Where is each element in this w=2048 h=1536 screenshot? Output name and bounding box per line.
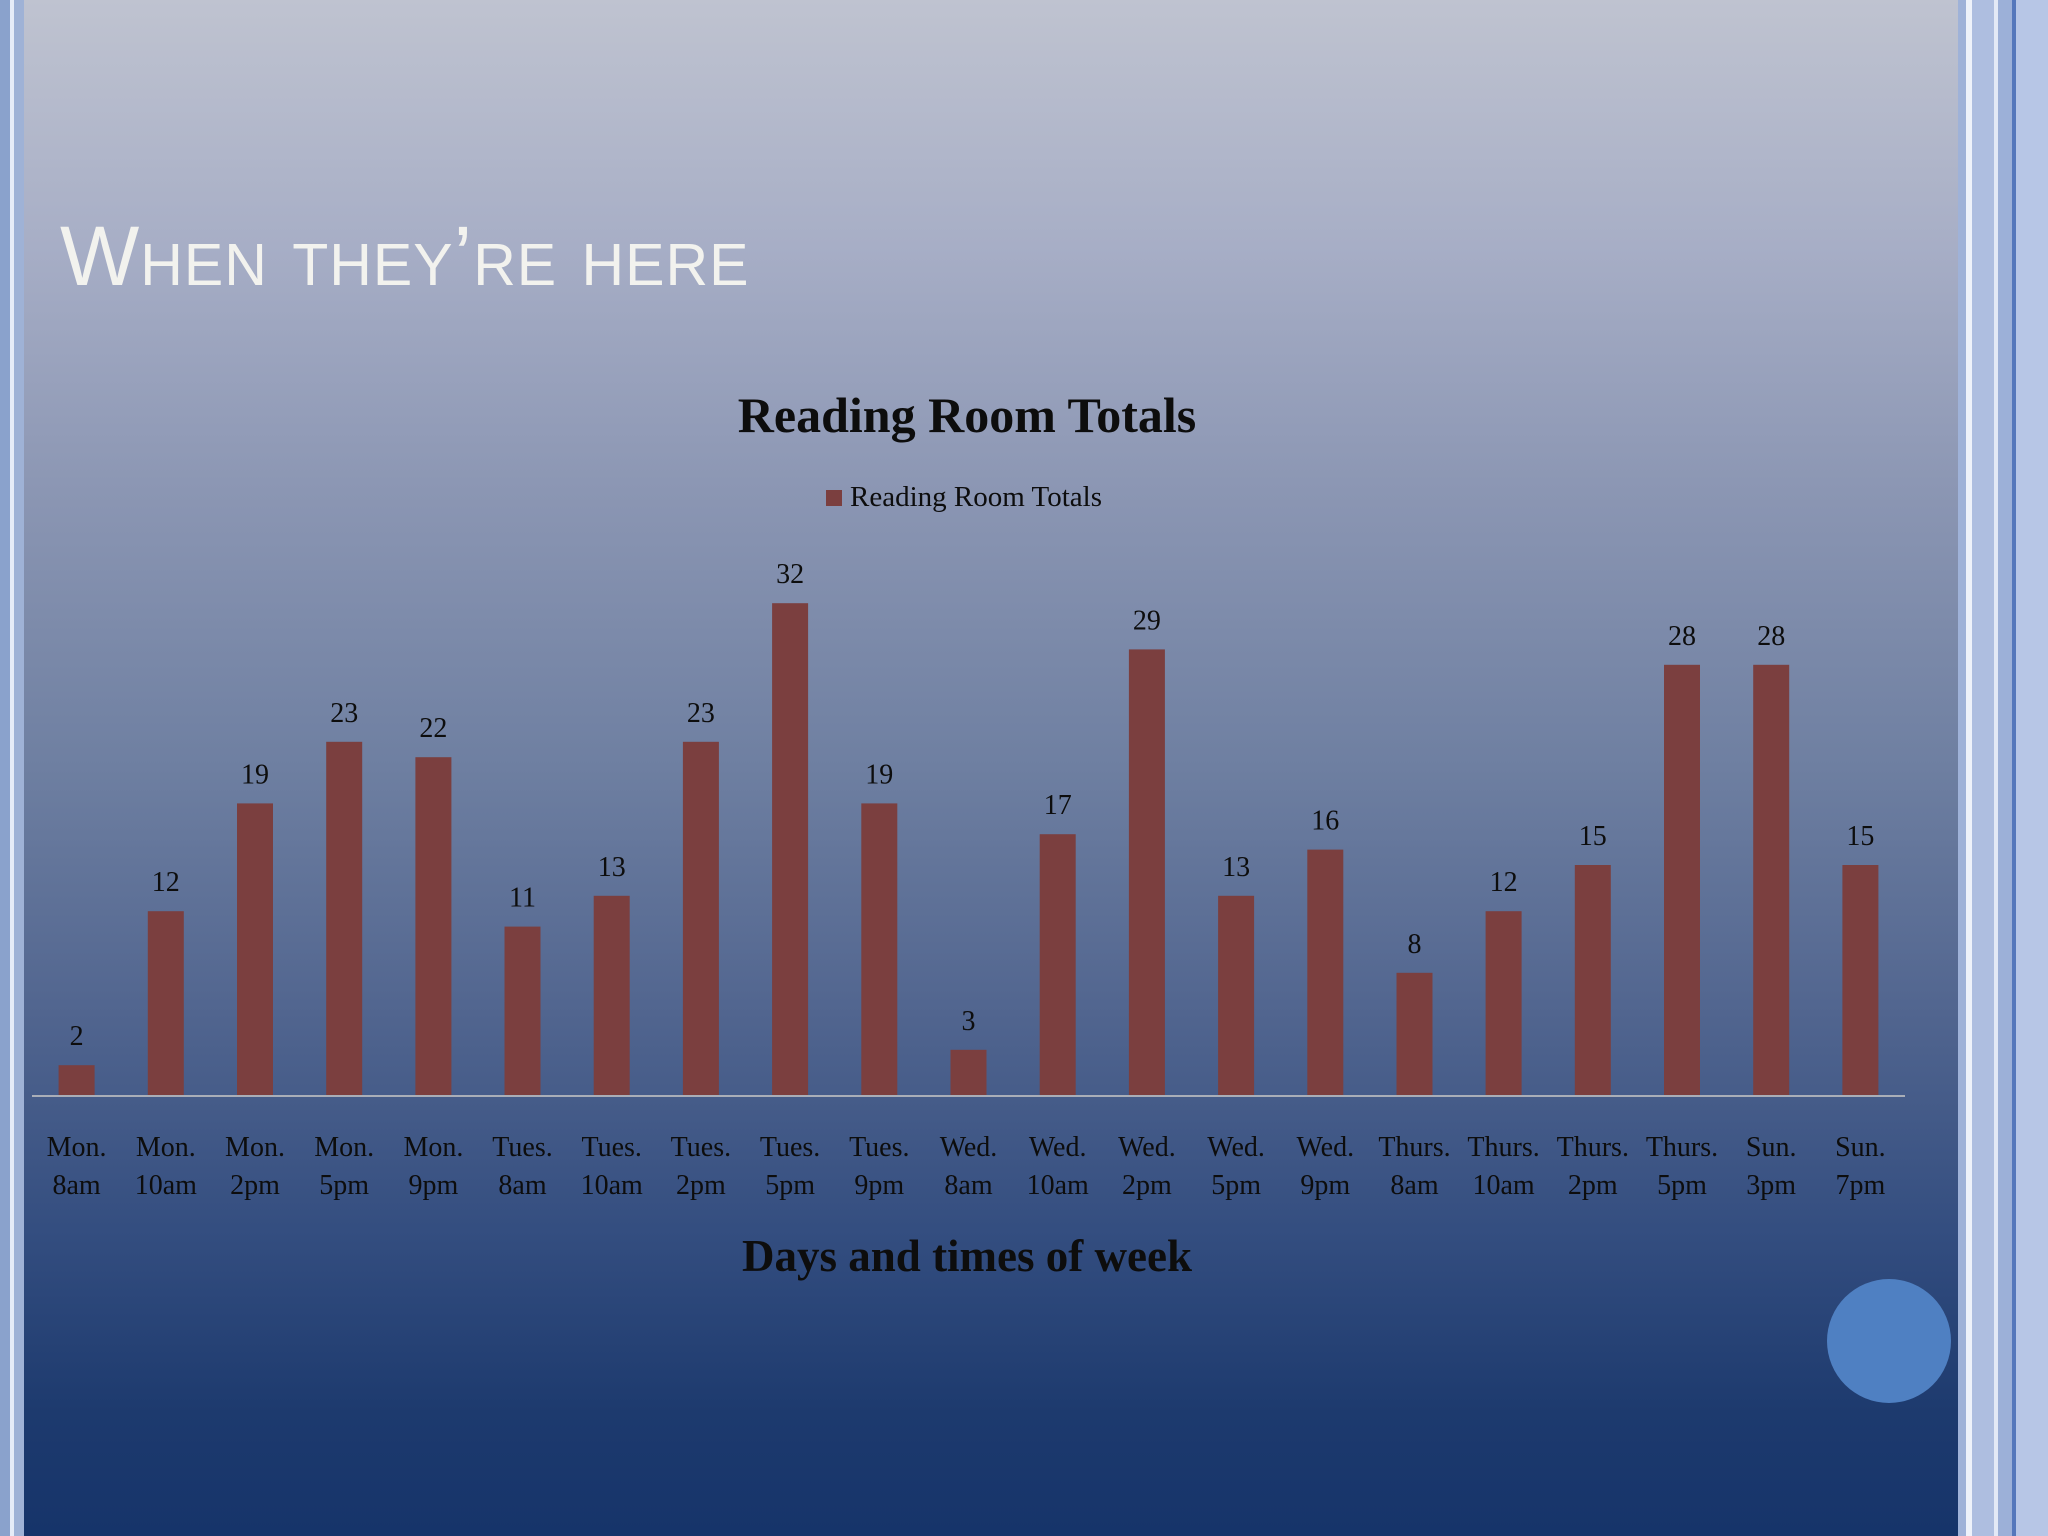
legend-label: Reading Room Totals [850, 481, 1102, 513]
data-label: 17 [1044, 790, 1072, 821]
bar [147, 911, 184, 1096]
x-tick-label: 8am [1390, 1170, 1438, 1201]
data-label: 15 [1579, 821, 1607, 852]
chart-title: Reading Room Totals [738, 387, 1196, 443]
x-tick-label: 5pm [765, 1170, 815, 1201]
bar [504, 926, 541, 1096]
bar-chart: Reading Room Totals Reading Room Totals … [32, 387, 1905, 1281]
x-tick-label: 9pm [409, 1170, 459, 1201]
data-label: 8 [1408, 929, 1422, 960]
x-tick-label: Wed. [940, 1132, 998, 1163]
data-labels: 2 12 19 23 22 11 13 23 32 19 3 17 29 13 16 8 12 15 28 28 15 [70, 559, 1875, 1052]
bar [415, 757, 452, 1096]
data-label: 13 [598, 852, 626, 883]
x-tick-label: 2pm [1122, 1170, 1172, 1201]
data-label: 32 [776, 559, 804, 590]
bar [58, 1065, 95, 1096]
x-tick-label: 9pm [854, 1170, 904, 1201]
bar [950, 1049, 987, 1096]
x-tick-label: Wed. [1029, 1132, 1087, 1163]
bars [58, 603, 1879, 1096]
data-label: 16 [1311, 806, 1339, 837]
x-tick-label: 8am [498, 1170, 546, 1201]
right-border-decoration [1958, 0, 2048, 1536]
bar [1753, 664, 1790, 1096]
x-tick-labels: Mon. 8am Mon. 10am Mon. 2pm Mon. 5pm Mon. 9pm Tues… [47, 1132, 1886, 1201]
x-tick-label: 7pm [1836, 1170, 1886, 1201]
x-tick-label: Mon. [47, 1132, 107, 1163]
x-tick-label: Tues. [671, 1132, 731, 1163]
x-tick-label: Thurs. [1646, 1132, 1718, 1163]
bar [1039, 834, 1076, 1096]
legend: Reading Room Totals [826, 481, 1102, 513]
bar [1574, 865, 1611, 1096]
bar [1218, 895, 1255, 1096]
bar [593, 895, 630, 1096]
x-tick-label: 8am [52, 1170, 100, 1201]
data-label: 2 [70, 1021, 84, 1052]
x-tick-label: Wed. [1207, 1132, 1265, 1163]
bar [1842, 865, 1879, 1096]
x-tick-label: 10am [135, 1170, 197, 1201]
bar [1128, 649, 1165, 1096]
data-label: 29 [1133, 605, 1161, 636]
x-tick-label: Sun. [1746, 1132, 1797, 1163]
x-tick-label: Mon. [136, 1132, 196, 1163]
data-label: 11 [509, 883, 536, 914]
x-tick-label: 3pm [1746, 1170, 1796, 1201]
data-label: 22 [419, 713, 447, 744]
data-label: 13 [1222, 852, 1250, 883]
x-tick-label: Tues. [849, 1132, 909, 1163]
x-tick-label: Mon. [403, 1132, 463, 1163]
data-label: 28 [1757, 621, 1785, 652]
x-tick-label: Wed. [1118, 1132, 1176, 1163]
x-tick-label: Thurs. [1557, 1132, 1629, 1163]
x-tick-label: 10am [1027, 1170, 1089, 1201]
x-tick-label: Mon. [314, 1132, 374, 1163]
bar [326, 741, 363, 1096]
x-tick-label: Tues. [760, 1132, 820, 1163]
slide-title: When they’re here [60, 209, 750, 303]
data-label: 15 [1846, 821, 1874, 852]
data-label: 23 [687, 698, 715, 729]
legend-swatch [826, 490, 842, 506]
x-tick-label: Sun. [1835, 1132, 1886, 1163]
x-tick-label: 10am [1472, 1170, 1534, 1201]
x-tick-label: Tues. [581, 1132, 641, 1163]
x-tick-label: Tues. [492, 1132, 552, 1163]
bar [1396, 972, 1433, 1096]
x-tick-label: 8am [944, 1170, 992, 1201]
x-tick-label: 9pm [1300, 1170, 1350, 1201]
bar [772, 603, 809, 1096]
bar [1307, 849, 1344, 1096]
x-tick-label: 2pm [230, 1170, 280, 1201]
x-tick-label: Wed. [1296, 1132, 1354, 1163]
data-label: 28 [1668, 621, 1696, 652]
decorative-circle [1827, 1279, 1951, 1403]
data-label: 23 [330, 698, 358, 729]
data-label: 19 [241, 759, 269, 790]
bar [682, 741, 719, 1096]
data-label: 12 [1490, 867, 1518, 898]
data-label: 3 [962, 1006, 976, 1037]
x-tick-label: Thurs. [1467, 1132, 1539, 1163]
bar [1664, 664, 1700, 1096]
x-tick-label: Thurs. [1378, 1132, 1450, 1163]
left-border-decoration [0, 0, 24, 1536]
bar [237, 803, 273, 1096]
bar [1485, 911, 1522, 1096]
x-tick-label: 5pm [319, 1170, 369, 1201]
x-tick-label: 2pm [1568, 1170, 1618, 1201]
bar [861, 803, 898, 1096]
x-tick-label: 2pm [676, 1170, 726, 1201]
x-tick-label: 5pm [1657, 1170, 1707, 1201]
data-label: 19 [865, 759, 893, 790]
x-tick-label: 10am [581, 1170, 643, 1201]
x-tick-label: Mon. [225, 1132, 285, 1163]
x-axis-title: Days and times of week [742, 1231, 1192, 1281]
data-label: 12 [152, 867, 180, 898]
x-tick-label: 5pm [1211, 1170, 1261, 1201]
